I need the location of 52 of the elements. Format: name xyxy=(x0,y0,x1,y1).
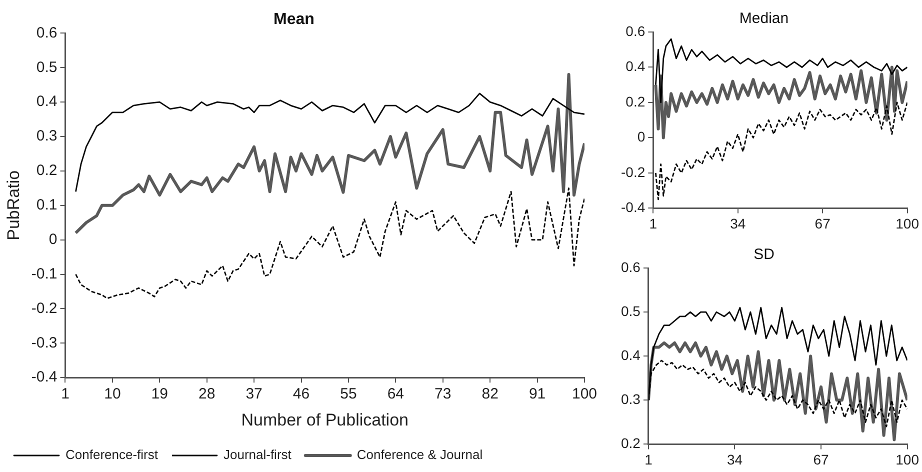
y-tick-label: 0.4 xyxy=(626,58,646,74)
legend-label: Conference-first xyxy=(66,447,158,462)
x-tick-label: 91 xyxy=(528,386,546,403)
y-tick-label: 0.6 xyxy=(620,258,641,275)
y-tick-label: 0.4 xyxy=(620,346,641,363)
x-tick-label: 10 xyxy=(104,386,121,403)
y-tick-label: 0 xyxy=(637,128,646,145)
chart-title: Mean xyxy=(274,11,314,28)
y-tick-label: 0.3 xyxy=(36,128,58,145)
x-tick-label: 73 xyxy=(434,386,452,403)
y-tick-label: 0.5 xyxy=(620,302,641,319)
y-tick-label: -0.1 xyxy=(31,265,58,282)
x-axis-title: Number of Publication xyxy=(241,410,408,430)
y-tick-label: -0.2 xyxy=(621,164,646,180)
y-axis-title: PubRatio xyxy=(4,170,23,240)
chart-title: Median xyxy=(739,10,789,28)
x-tick-label: 19 xyxy=(151,386,168,403)
x-tick-label: 34 xyxy=(726,451,743,468)
y-tick-label: 0.3 xyxy=(620,391,641,408)
y-tick-label: 0.4 xyxy=(36,93,58,110)
x-tick-label: 100 xyxy=(896,451,920,468)
y-tick-label: 0.6 xyxy=(36,24,58,42)
x-tick-label: 1 xyxy=(61,386,70,403)
x-tick-label: 1 xyxy=(649,215,658,232)
y-tick-label: 0.2 xyxy=(626,93,646,110)
x-tick-label: 34 xyxy=(730,215,746,232)
y-tick-label: 0.6 xyxy=(626,22,646,39)
x-tick-label: 67 xyxy=(814,215,831,232)
line-series xyxy=(75,187,584,300)
x-tick-label: 100 xyxy=(572,386,597,403)
x-tick-label: 64 xyxy=(387,386,404,403)
x-tick-label: 1 xyxy=(644,451,653,468)
y-tick-label: 0.1 xyxy=(36,196,58,214)
y-tick-label: -0.3 xyxy=(31,334,58,352)
legend-label: Conference & Journal xyxy=(356,447,483,462)
x-tick-label: 37 xyxy=(246,386,262,403)
x-tick-label: 55 xyxy=(340,386,357,403)
y-tick-label: 0.2 xyxy=(36,162,58,180)
x-tick-label: 100 xyxy=(896,215,920,232)
line-series xyxy=(654,102,908,200)
y-tick-label: 0.5 xyxy=(36,58,58,76)
y-tick-label: 0.2 xyxy=(620,435,641,452)
y-tick-label: -0.4 xyxy=(621,199,646,216)
chart-title: SD xyxy=(754,246,775,264)
x-tick-label: 28 xyxy=(198,386,216,403)
x-tick-label: 67 xyxy=(813,451,830,468)
y-tick-label: 0 xyxy=(48,230,58,248)
y-tick-label: -0.2 xyxy=(31,300,58,317)
x-tick-label: 82 xyxy=(482,386,498,403)
x-tick-label: 46 xyxy=(292,386,310,403)
y-tick-label: -0.4 xyxy=(31,368,58,386)
legend-label: Journal-first xyxy=(223,447,292,462)
